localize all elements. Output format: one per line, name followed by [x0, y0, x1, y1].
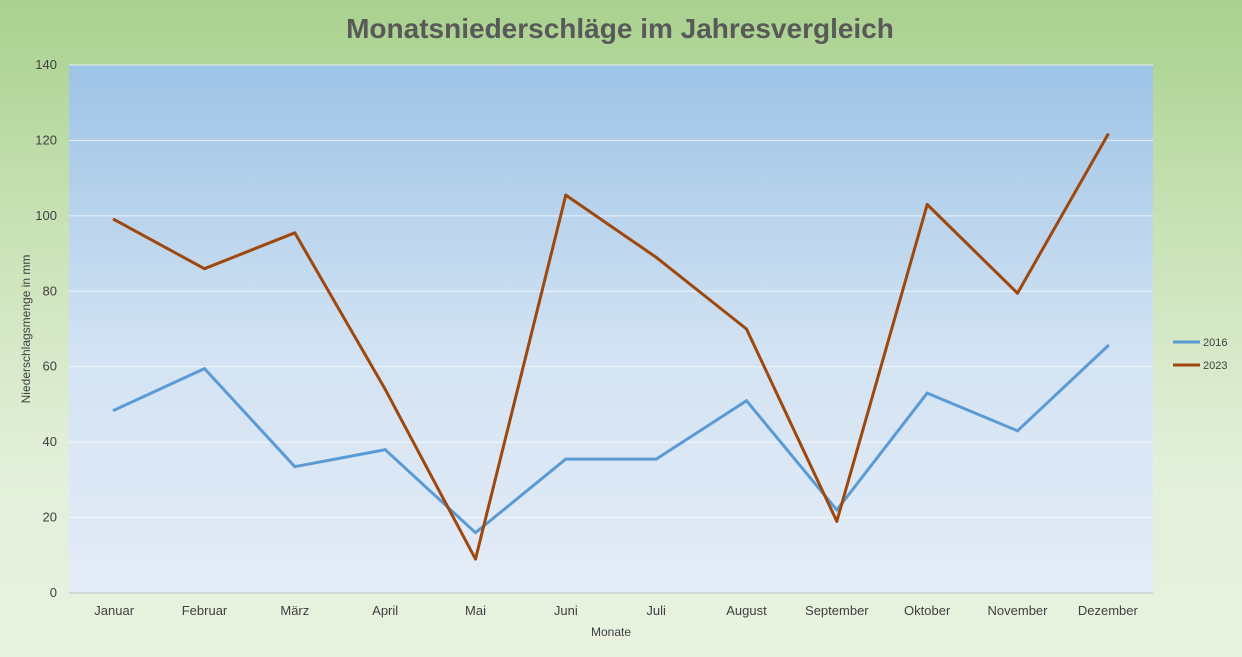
y-tick-label: 140	[35, 57, 57, 72]
x-tick-label: August	[726, 603, 767, 618]
data-point-2016	[925, 391, 929, 395]
series-line-2016	[112, 344, 1110, 535]
x-axis-label: Monate	[591, 625, 631, 639]
y-axis-label: Niederschlagsmenge in mm	[19, 255, 33, 404]
y-tick-label: 100	[35, 208, 57, 223]
series-lines	[112, 133, 1110, 561]
data-point-2023	[1106, 133, 1110, 137]
data-point-2016	[203, 367, 206, 371]
chart-title: Monatsniederschläge im Jahresvergleich	[346, 13, 894, 44]
y-tick-label: 40	[43, 434, 57, 449]
legend-label-2023: 2023	[1203, 360, 1227, 372]
x-tick-label: November	[988, 603, 1049, 618]
data-point-2016	[112, 408, 116, 412]
x-tick-label: März	[280, 603, 309, 618]
data-point-2023	[925, 203, 929, 207]
data-point-2016	[1016, 429, 1019, 433]
data-point-2016	[293, 465, 297, 469]
data-point-2016	[474, 531, 477, 535]
data-point-2023	[112, 218, 116, 222]
data-point-2023	[203, 267, 206, 271]
data-point-2016	[654, 457, 658, 461]
legend: 2016 2023	[1173, 337, 1227, 372]
data-point-2023	[835, 519, 839, 523]
y-tick-label: 80	[43, 283, 57, 298]
plot-area	[69, 65, 1153, 593]
data-point-2016	[745, 399, 748, 403]
x-tick-label: Mai	[465, 603, 486, 618]
x-tick-label: Juli	[646, 603, 666, 618]
x-tick-label: Oktober	[904, 603, 951, 618]
data-point-2016	[1106, 344, 1110, 348]
x-tick-label: Februar	[182, 603, 228, 618]
x-tick-label: Januar	[94, 603, 134, 618]
y-tick-label: 0	[50, 585, 57, 600]
y-tick-label: 120	[35, 132, 57, 147]
data-point-2023	[293, 231, 297, 235]
data-point-2023	[383, 387, 387, 391]
data-point-2016	[564, 457, 568, 461]
data-point-2016	[835, 508, 839, 512]
y-tick-label: 60	[43, 359, 57, 374]
data-point-2016	[383, 448, 387, 452]
axes: 0 20 40 60 80 100 120 140 Januar Februar März April…	[35, 57, 1153, 618]
data-point-2023	[654, 255, 658, 259]
x-tick-label: April	[372, 603, 398, 618]
data-point-2023	[474, 557, 477, 561]
x-tick-label: Juni	[554, 603, 578, 618]
legend-label-2016: 2016	[1203, 337, 1227, 349]
data-point-2023	[564, 193, 568, 197]
y-tick-label: 20	[43, 510, 57, 525]
x-tick-label: Dezember	[1078, 603, 1139, 618]
x-tick-label: September	[805, 603, 869, 618]
data-point-2023	[745, 327, 748, 331]
gridlines	[69, 64, 1153, 519]
series-line-2023	[112, 133, 1110, 561]
data-point-2023	[1016, 291, 1019, 295]
